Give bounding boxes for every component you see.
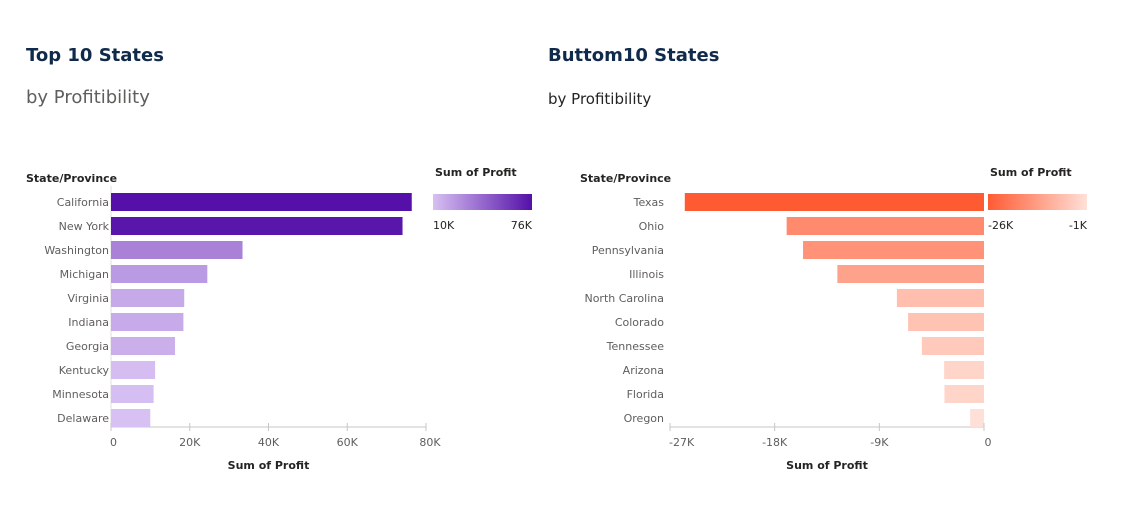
top-bar[interactable]: [111, 337, 175, 355]
top-category-label: Michigan: [60, 268, 109, 281]
bottom-bar[interactable]: [896, 289, 984, 307]
top-x-axis-title: Sum of Profit: [228, 459, 310, 472]
top-legend-gradient: [433, 194, 532, 210]
top-category-label: Georgia: [66, 340, 109, 353]
bottom-bar[interactable]: [944, 361, 984, 379]
top-bar[interactable]: [111, 289, 185, 307]
top-x-tick-label: 40K: [258, 436, 280, 449]
bottom-bar[interactable]: [908, 313, 984, 331]
bottom-category-label: Illinois: [629, 268, 664, 281]
bottom-bar[interactable]: [837, 265, 984, 283]
bottom-legend-max-label: -1K: [1069, 219, 1088, 232]
bottom-x-axis-title: Sum of Profit: [786, 459, 868, 472]
bottom-category-label: Florida: [627, 388, 664, 401]
top-chart-subtitle: by Profitibility: [26, 87, 150, 108]
top-bar[interactable]: [111, 409, 151, 427]
top-bar[interactable]: [111, 217, 403, 235]
bottom-x-tick-label: -18K: [762, 436, 788, 449]
bottom-y-axis-title: State/Province: [580, 172, 671, 185]
bottom-category-label: Texas: [633, 196, 665, 209]
top-category-label: Indiana: [68, 316, 109, 329]
bottom-category-label: Colorado: [615, 316, 664, 329]
top-bar[interactable]: [111, 193, 412, 211]
top-bar[interactable]: [111, 313, 184, 331]
top-chart-title: Top 10 States: [26, 45, 164, 66]
top-category-label: Delaware: [57, 412, 109, 425]
bottom-bar[interactable]: [684, 193, 984, 211]
top-x-tick-label: 20K: [179, 436, 201, 449]
top-category-label: Minnesota: [52, 388, 109, 401]
bottom-legend-title: Sum of Profit: [990, 166, 1072, 179]
bottom-category-label: Ohio: [639, 220, 665, 233]
top-category-label: Kentucky: [59, 364, 110, 377]
top-bar[interactable]: [111, 361, 156, 379]
top-category-label: California: [57, 196, 109, 209]
top-bar[interactable]: [111, 241, 243, 259]
bottom-category-label: Pennsylvania: [592, 244, 664, 257]
bottom-bar[interactable]: [786, 217, 984, 235]
bottom-x-tick-label: -9K: [870, 436, 889, 449]
top-y-axis-title: State/Province: [26, 172, 117, 185]
bottom-x-tick-label: 0: [985, 436, 992, 449]
top-legend-title: Sum of Profit: [435, 166, 517, 179]
bottom-chart-subtitle: by Profitibility: [548, 90, 652, 108]
top-x-tick-label: 80K: [419, 436, 441, 449]
bottom-category-label: Tennessee: [606, 340, 665, 353]
bottom-x-tick-label: -27K: [669, 436, 695, 449]
top-category-label: Washington: [44, 244, 109, 257]
top-bar[interactable]: [111, 265, 208, 283]
bottom-category-label: Arizona: [623, 364, 664, 377]
bottom-category-label: North Carolina: [584, 292, 664, 305]
bottom-bar[interactable]: [803, 241, 984, 259]
bottom-bar[interactable]: [944, 385, 984, 403]
bottom-category-label: Oregon: [624, 412, 664, 425]
top-category-label: New York: [59, 220, 110, 233]
top-x-tick-label: 0: [110, 436, 117, 449]
top-states-chart: State/Province California New York Washingt…: [26, 166, 533, 472]
top-legend-max-label: 76K: [511, 219, 533, 232]
bottom-legend-gradient: [988, 194, 1087, 210]
bottom-bar[interactable]: [970, 409, 984, 427]
top-category-label: Virginia: [68, 292, 109, 305]
bottom-legend-min-label: -26K: [988, 219, 1014, 232]
top-x-tick-label: 60K: [337, 436, 359, 449]
bottom-chart-title: Buttom10 States: [548, 45, 720, 66]
top-legend-min-label: 10K: [433, 219, 455, 232]
bottom-states-chart: State/Province Texas Ohio Pennsylvania Illin…: [580, 166, 1088, 472]
top-bar[interactable]: [111, 385, 154, 403]
bottom-bar[interactable]: [921, 337, 984, 355]
